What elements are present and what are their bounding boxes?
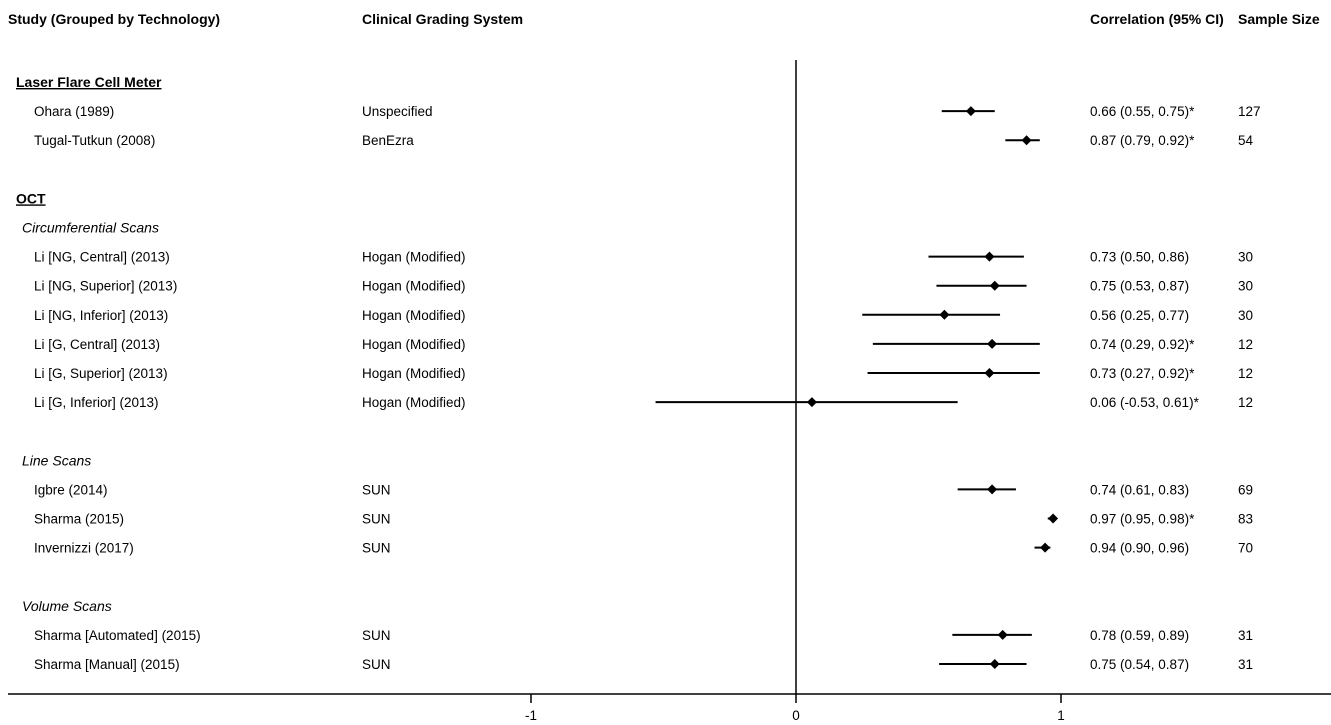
ci-label: 0.06 (-0.53, 0.61)* — [1090, 395, 1200, 410]
ci-label: 0.66 (0.55, 0.75)* — [1090, 104, 1195, 119]
study-row: Li [NG, Central] (2013) Hogan (Modified) 0… — [34, 250, 1253, 265]
grading-label: Hogan (Modified) — [362, 250, 466, 265]
grading-label: SUN — [362, 512, 391, 527]
column-headers: Study (Grouped by Technology) Clinical G… — [8, 11, 1320, 27]
header-sample-size: Sample Size — [1238, 11, 1320, 27]
point-estimate — [997, 629, 1008, 640]
grading-label: Hogan (Modified) — [362, 337, 466, 352]
point-estimate — [987, 338, 998, 349]
study-label: Li [NG, Superior] (2013) — [34, 279, 177, 294]
grading-label: SUN — [362, 541, 391, 556]
grading-label: Hogan (Modified) — [362, 395, 466, 410]
group-label: Laser Flare Cell Meter — [16, 74, 162, 90]
sample-size-label: 30 — [1238, 308, 1253, 323]
study-row: Sharma [Automated] (2015) SUN 0.78 (0.59, … — [34, 628, 1253, 643]
x-tick-label: -1 — [525, 708, 537, 723]
point-estimate — [984, 251, 995, 262]
point-estimate — [989, 280, 1000, 291]
ci-label: 0.94 (0.90, 0.96) — [1090, 541, 1189, 556]
subgroup-label: Line Scans — [22, 452, 91, 468]
study-row: Li [G, Inferior] (2013) Hogan (Modified) 0… — [34, 395, 1253, 410]
header-grading: Clinical Grading System — [362, 11, 523, 27]
study-row: Tugal-Tutkun (2008) BenEzra 0.87 (0.79, 0.… — [34, 133, 1254, 148]
header-study: Study (Grouped by Technology) — [8, 11, 220, 27]
point-estimate — [939, 309, 950, 320]
ci-label: 0.74 (0.29, 0.92)* — [1090, 337, 1195, 352]
ci-label: 0.87 (0.79, 0.92)* — [1090, 133, 1195, 148]
study-row: Sharma (2015) SUN 0.97 (0.95, 0.98)* 83 — [34, 512, 1253, 527]
study-label: Invernizzi (2017) — [34, 541, 134, 556]
sample-size-label: 70 — [1238, 541, 1253, 556]
study-row: Sharma [Manual] (2015) SUN 0.75 (0.54, 0.8… — [34, 657, 1253, 672]
grading-label: SUN — [362, 628, 391, 643]
ci-label: 0.56 (0.25, 0.77) — [1090, 308, 1189, 323]
x-tick-label: 0 — [792, 708, 800, 723]
point-estimate — [1040, 542, 1051, 553]
grading-label: SUN — [362, 482, 391, 497]
study-row: Ohara (1989) Unspecified 0.66 (0.55, 0.75)… — [34, 104, 1261, 119]
study-label: Li [G, Central] (2013) — [34, 337, 160, 352]
x-tick-label: 1 — [1057, 708, 1065, 723]
study-label: Li [NG, Central] (2013) — [34, 250, 170, 265]
study-row: Li [NG, Superior] (2013) Hogan (Modified)… — [34, 279, 1253, 294]
subgroup-label: Volume Scans — [22, 598, 112, 614]
study-label: Li [G, Superior] (2013) — [34, 366, 168, 381]
study-label: Li [NG, Inferior] (2013) — [34, 308, 168, 323]
ci-label: 0.75 (0.54, 0.87) — [1090, 657, 1189, 672]
study-label: Sharma (2015) — [34, 512, 124, 527]
point-estimate — [965, 106, 976, 117]
sample-size-label: 69 — [1238, 482, 1253, 497]
sample-size-label: 31 — [1238, 657, 1253, 672]
point-estimate — [989, 659, 1000, 669]
study-row: Igbre (2014) SUN 0.74 (0.61, 0.83) 69 — [34, 482, 1253, 497]
point-estimate — [1048, 513, 1059, 524]
ci-label: 0.74 (0.61, 0.83) — [1090, 482, 1189, 497]
grading-label: Hogan (Modified) — [362, 279, 466, 294]
study-label: Tugal-Tutkun (2008) — [34, 133, 155, 148]
sample-size-label: 127 — [1238, 104, 1261, 119]
grading-label: BenEzra — [362, 133, 414, 148]
subgroup-label: Circumferential Scans — [22, 220, 159, 236]
sample-size-label: 54 — [1238, 133, 1254, 148]
ci-label: 0.78 (0.59, 0.89) — [1090, 628, 1189, 643]
sample-size-label: 83 — [1238, 512, 1253, 527]
sample-size-label: 12 — [1238, 366, 1253, 381]
ci-label: 0.73 (0.50, 0.86) — [1090, 250, 1189, 265]
study-label: Igbre (2014) — [34, 482, 108, 497]
sample-size-label: 31 — [1238, 628, 1253, 643]
sample-size-label: 30 — [1238, 250, 1253, 265]
grading-label: Unspecified — [362, 104, 433, 119]
grading-label: Hogan (Modified) — [362, 308, 466, 323]
point-estimate — [806, 397, 817, 408]
ci-label: 0.73 (0.27, 0.92)* — [1090, 366, 1195, 381]
study-label: Li [G, Inferior] (2013) — [34, 395, 159, 410]
grading-label: Hogan (Modified) — [362, 366, 466, 381]
study-label: Sharma [Automated] (2015) — [34, 628, 201, 643]
grading-label: SUN — [362, 657, 391, 672]
study-label: Sharma [Manual] (2015) — [34, 657, 180, 672]
sample-size-label: 12 — [1238, 395, 1253, 410]
point-estimate — [1021, 135, 1032, 146]
header-ci: Correlation (95% CI) — [1090, 11, 1224, 27]
sample-size-label: 12 — [1238, 337, 1253, 352]
study-row: Li [NG, Inferior] (2013) Hogan (Modified)… — [34, 308, 1253, 323]
study-row: Li [G, Superior] (2013) Hogan (Modified) 0… — [34, 366, 1253, 381]
x-axis: -1 0 1 — [8, 60, 1331, 723]
ci-label: 0.97 (0.95, 0.98)* — [1090, 512, 1195, 527]
sample-size-label: 30 — [1238, 279, 1253, 294]
point-estimate — [984, 368, 995, 378]
study-label: Ohara (1989) — [34, 104, 114, 119]
rows: Laser Flare Cell Meter Ohara (1989) Unspec… — [16, 74, 1261, 672]
group-label: OCT — [16, 190, 46, 206]
ci-label: 0.75 (0.53, 0.87) — [1090, 279, 1189, 294]
study-row: Invernizzi (2017) SUN 0.94 (0.90, 0.96) 70 — [34, 541, 1253, 556]
point-estimate — [987, 484, 998, 495]
study-row: Li [G, Central] (2013) Hogan (Modified) 0.… — [34, 337, 1253, 352]
